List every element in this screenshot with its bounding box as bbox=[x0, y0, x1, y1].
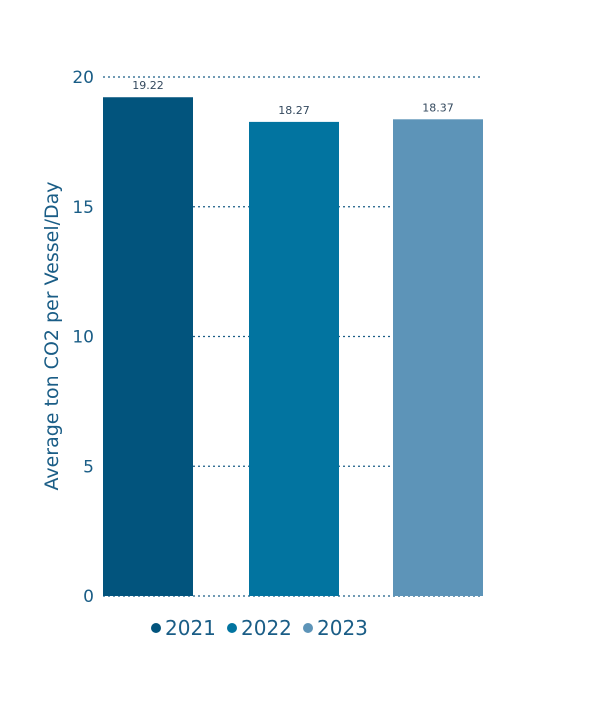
bar-2022 bbox=[249, 121, 339, 597]
bar-2021 bbox=[103, 97, 193, 596]
y-tick-label: 20 bbox=[72, 68, 94, 88]
legend-label-2022[interactable]: 2022 bbox=[241, 616, 292, 640]
bar-2023 bbox=[393, 119, 483, 597]
bars bbox=[103, 97, 483, 597]
legend-marker-2021[interactable] bbox=[151, 623, 161, 633]
y-axis-ticks: 0 5 10 15 20 bbox=[72, 68, 94, 607]
legend-marker-2022[interactable] bbox=[227, 623, 237, 633]
data-label-2023: 18.37 bbox=[422, 101, 454, 114]
legend: 2021 2022 2023 bbox=[151, 616, 368, 640]
data-label-2022: 18.27 bbox=[278, 104, 310, 117]
y-tick-label: 5 bbox=[83, 457, 94, 477]
legend-label-2023[interactable]: 2023 bbox=[317, 616, 368, 640]
y-axis-title: Average ton CO2 per Vessel/Day bbox=[41, 181, 63, 490]
legend-marker-2023[interactable] bbox=[303, 623, 313, 633]
y-tick-label: 15 bbox=[72, 198, 94, 218]
data-label-2021: 19.22 bbox=[132, 79, 164, 92]
y-tick-label: 10 bbox=[72, 328, 94, 348]
y-tick-label: 0 bbox=[83, 587, 94, 607]
legend-label-2021[interactable]: 2021 bbox=[165, 616, 216, 640]
data-labels: 19.22 18.27 18.37 bbox=[132, 79, 454, 117]
